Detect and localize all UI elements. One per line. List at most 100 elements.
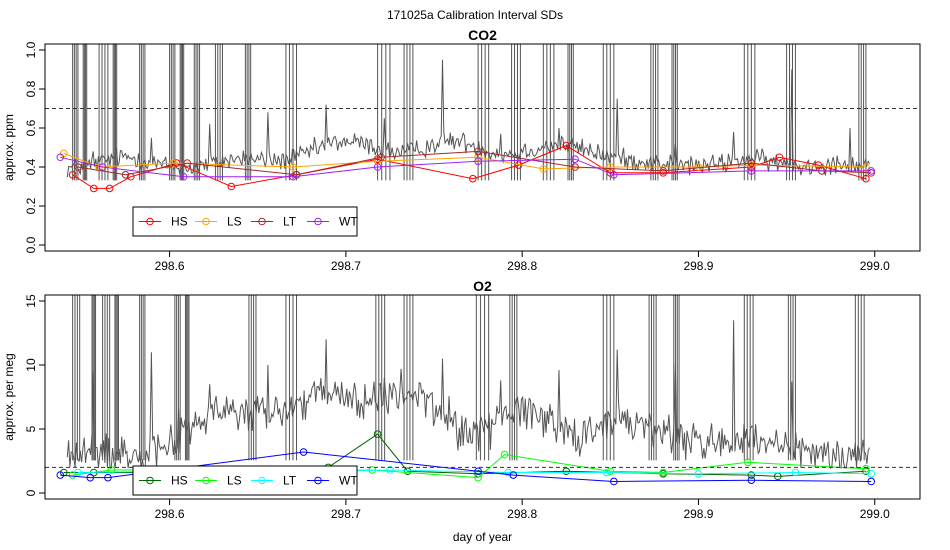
co2-data-point-hs (862, 174, 870, 183)
o2-legend-label: HS (171, 474, 188, 488)
co2-data-point-hs (775, 153, 784, 162)
co2-legend-label: LT (283, 215, 297, 229)
o2-legend-swatch-marker (202, 476, 210, 485)
co2-data-point-wt (56, 153, 65, 162)
co2-data-point-ls (60, 149, 68, 158)
co2-x-tick-label: 298.8 (507, 259, 537, 273)
co2-data-point-lt (183, 159, 192, 167)
o2-data-point-lt (694, 470, 703, 478)
co2-data-point-wt (474, 157, 482, 165)
co2-data-point-hs (562, 141, 571, 150)
co2-series-line-wt (60, 156, 872, 178)
o2-saturation-bands (72, 295, 865, 461)
o2-data-point-wt (747, 476, 756, 485)
co2-legend: HS LS LT WT (132, 206, 358, 237)
o2-x-tick-label: 298.7 (331, 507, 361, 521)
o2-data-point-wt (56, 471, 65, 479)
o2-data-point-wt (474, 467, 482, 476)
co2-data-point-wt (98, 163, 107, 171)
o2-panel-title: O2 (473, 278, 492, 294)
o2-y-tick-label: 15 (24, 294, 38, 308)
o2-data-point-lt (602, 468, 611, 477)
co2-series-wt (56, 153, 876, 181)
co2-legend-label: WT (339, 215, 358, 229)
co2-x-tick-label: 298.9 (683, 259, 713, 273)
co2-legend-swatch-marker (146, 217, 154, 226)
co2-data-point-lt (74, 163, 82, 171)
o2-data-point-lt (791, 468, 800, 477)
co2-data-point-hs (227, 182, 236, 191)
co2-data-point-ls (289, 163, 297, 171)
co2-legend-label: HS (171, 215, 188, 229)
o2-data-point-hs (373, 430, 382, 438)
o2-data-point-hs (403, 467, 412, 476)
co2-legend-label: LS (227, 215, 242, 229)
co2-data-point-wt (867, 167, 876, 175)
co2-data-point-hs (105, 184, 114, 193)
o2-y-axis-label: approx. per meg (2, 353, 16, 440)
co2-data-point-hs (814, 161, 823, 169)
o2-legend-swatch-marker (314, 476, 322, 485)
co2-legend-item-ls: LS (195, 215, 242, 229)
o2-variability-trace (66, 320, 870, 470)
co2-data-point-lt (571, 163, 579, 171)
o2-data-point-ls (862, 464, 870, 473)
co2-data-point-hs (89, 184, 98, 193)
co2-data-point-wt (179, 172, 188, 181)
o2-legend-label: LS (227, 474, 242, 488)
o2-legend-item-wt: WT (307, 474, 358, 488)
co2-data-point-ls (474, 153, 482, 162)
o2-data-point-hs (747, 471, 756, 479)
co2-data-point-hs (469, 174, 477, 183)
co2-data-point-ls (747, 161, 756, 169)
co2-data-point-wt (747, 167, 756, 175)
o2-data-point-wt (867, 477, 876, 486)
o2-y-tick-label: 0 (24, 489, 38, 496)
o2-data-point-ls (500, 450, 509, 459)
co2-legend-swatch-marker (202, 217, 210, 226)
co2-data-point-ls (606, 163, 615, 171)
co2-data-point-wt (571, 155, 579, 163)
o2-data-point-lt (867, 470, 876, 478)
co2-legend-swatch-marker (258, 217, 266, 226)
co2-legend-swatch-marker (314, 217, 322, 226)
co2-data-point-hs (68, 171, 77, 179)
co2-x-tick-label: 298.6 (155, 259, 185, 273)
co2-data-point-wt (610, 171, 618, 179)
o2-panel: O2 298.6 298.7 298.8 298.9 299.0 0 5 10 15 approx.… (2, 278, 921, 544)
o2-y-tick-label: 5 (24, 425, 38, 432)
co2-variability-trace (66, 59, 870, 178)
o2-data-point-ls (744, 458, 752, 467)
co2-data-point-ls (169, 159, 177, 167)
o2-series-wt (56, 448, 876, 486)
co2-data-point-wt (289, 172, 297, 181)
o2-plot-area (56, 295, 876, 486)
o2-data-point-hs (562, 467, 571, 476)
co2-data-point-lt (659, 167, 667, 175)
o2-data-point-ls (107, 466, 116, 474)
co2-data-point-hs (747, 163, 756, 171)
co2-data-point-ls (862, 163, 870, 171)
o2-x-tick-label: 298.8 (507, 507, 537, 521)
o2-data-point-wt (86, 473, 95, 482)
co2-data-point-ls (539, 165, 548, 173)
co2-plot-area (56, 44, 876, 193)
co2-plot-frame (44, 43, 921, 252)
o2-x-tick-label: 298.6 (155, 507, 185, 521)
co2-x-tick-label: 299.0 (860, 259, 890, 273)
co2-data-point-lt (474, 147, 482, 156)
co2-legend-item-hs: HS (139, 215, 188, 229)
co2-panel: CO2 298.6 298.7 298.8 298.9 299.0 0.0 0.2 0.4 0.6… (2, 27, 921, 273)
o2-y-tick-label: 10 (24, 358, 38, 372)
o2-legend-label: LT (283, 474, 297, 488)
o2-data-point-wt (509, 471, 518, 479)
figure-title: 171025a Calibration Interval SDs (387, 8, 563, 22)
o2-series-line-wt (60, 451, 872, 483)
co2-y-axis-label: approx. ppm (2, 114, 16, 181)
o2-legend-item-ls: LS (195, 474, 242, 488)
o2-legend-item-lt: LT (251, 474, 297, 488)
o2-x-axis-label: day of year (453, 530, 512, 544)
o2-data-point-wt (299, 448, 308, 456)
o2-x-tick-label: 298.9 (683, 507, 713, 521)
